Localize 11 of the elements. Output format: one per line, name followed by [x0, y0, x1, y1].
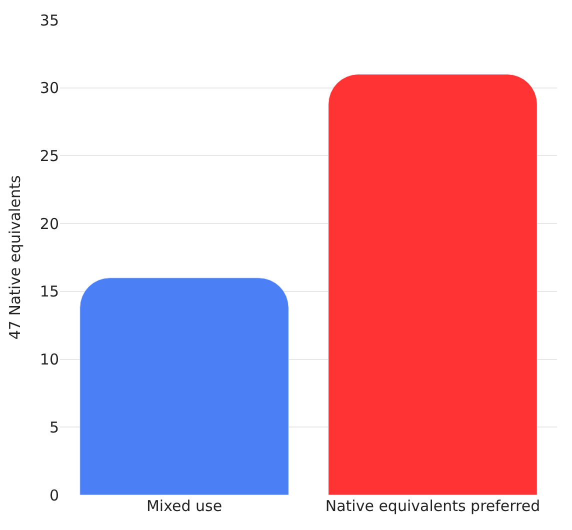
y-tick-label: 30 [40, 79, 59, 98]
y-axis-title: 47 Native equivalents [6, 175, 24, 340]
y-tick-label: 10 [40, 350, 59, 369]
y-tick-label: 25 [40, 146, 59, 165]
x-tick-label: Native equivalents preferred [325, 497, 540, 515]
y-tick-label: 15 [40, 282, 59, 301]
x-tick-label: Mixed use [146, 497, 222, 515]
y-tick-label: 20 [40, 214, 59, 233]
y-tick-label: 5 [49, 418, 59, 436]
y-tick-label: 0 [49, 486, 59, 504]
y-tick-label: 35 [40, 11, 59, 30]
